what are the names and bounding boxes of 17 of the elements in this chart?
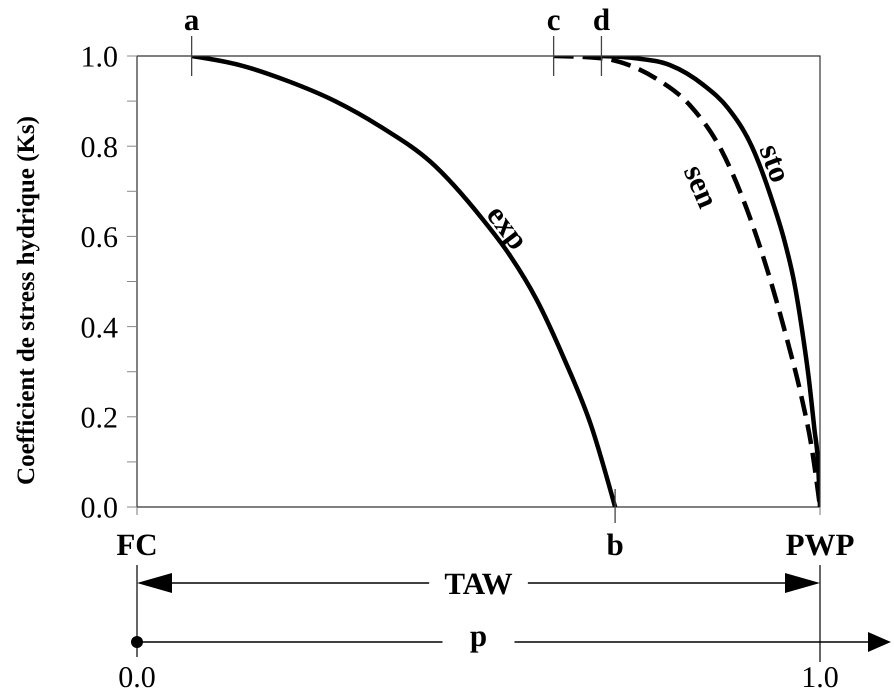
y-axis-title: Coefficient de stress hydrique (Ks) <box>12 116 40 485</box>
text: sen <box>677 159 727 213</box>
annotation: b <box>606 527 624 562</box>
annotation: PWP <box>786 527 854 562</box>
y-tick-label: 0.2 <box>80 401 118 434</box>
annotation: d <box>592 2 610 37</box>
text: sto <box>753 138 800 187</box>
annotation: c <box>546 2 561 37</box>
y-tick-label: 0.0 <box>80 492 118 525</box>
y-tick-label: 1.0 <box>80 40 118 74</box>
y-tick-label: 0.6 <box>80 221 118 254</box>
y-tick-label: 0.4 <box>80 311 118 344</box>
x-axis-title: p <box>470 618 488 653</box>
annotation: a <box>184 2 200 37</box>
text: TAW <box>444 566 513 601</box>
text: FC <box>116 527 158 562</box>
y-tick-label: 0.8 <box>80 130 118 164</box>
